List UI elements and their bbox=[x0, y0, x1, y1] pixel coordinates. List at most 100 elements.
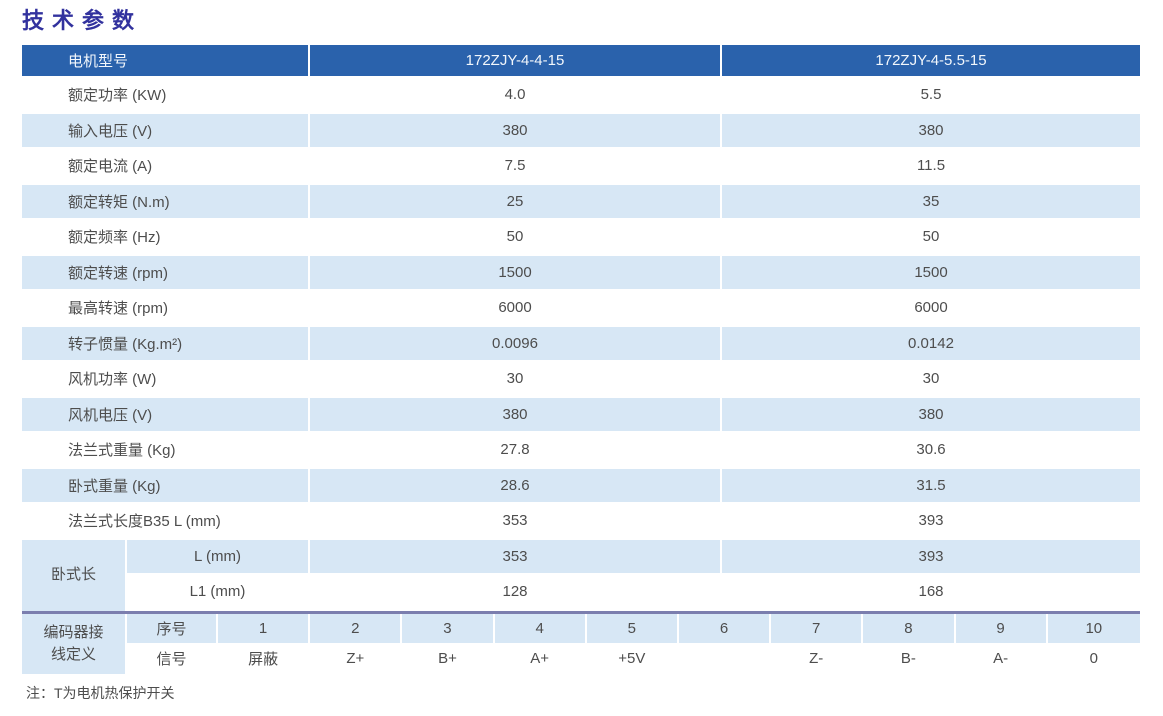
row-label: 最高转速 (rpm) bbox=[22, 291, 310, 325]
row-value-model1: 28.6 bbox=[310, 468, 722, 502]
row-value-model2: 31.5 bbox=[722, 468, 1140, 502]
pin-number-cell: 9 bbox=[955, 613, 1048, 643]
signal-cell: Z+ bbox=[310, 644, 403, 672]
signal-row-label: 信号 bbox=[127, 644, 218, 672]
encoder-group: 编码器接 线定义 序号 1 2 3 4 5 6 7 8 9 10 信号 屏蔽 Z+ B+ A+ +5V Z-… bbox=[22, 613, 1140, 674]
row-value-model2: 50 bbox=[922, 228, 940, 246]
row-value-model1: 0.0096 bbox=[310, 326, 722, 360]
table-row: 风机电压 (V) 380 380 bbox=[22, 397, 1140, 433]
row-value-model2: 380 bbox=[722, 397, 1140, 431]
row-label-L1: L1 (mm) bbox=[127, 575, 310, 609]
row-label: 额定转矩 (N.m) bbox=[22, 184, 310, 218]
table-row: 额定电流 (A) 7.5 11.5 bbox=[22, 149, 1140, 185]
signal-cell: B- bbox=[863, 644, 956, 672]
row-value-model2: 393 bbox=[918, 512, 944, 530]
signal-cell: +5V bbox=[587, 644, 679, 672]
pin-number-cell: 5 bbox=[586, 613, 679, 643]
table-row: 风机功率 (W) 30 30 bbox=[22, 362, 1140, 398]
row-value-model1: 380 bbox=[310, 113, 722, 147]
table-row: 额定转矩 (N.m) 25 35 bbox=[22, 184, 1140, 220]
horizontal-length-rows: L (mm) 353 393 L1 (mm) 128 168 bbox=[127, 539, 1140, 611]
table-row: 额定功率 (KW) 4.0 5.5 bbox=[22, 78, 1140, 114]
row-value-model2: 380 bbox=[722, 113, 1140, 147]
table-row: 额定频率 (Hz) 50 50 bbox=[22, 220, 1140, 256]
row-value-model2: 35 bbox=[722, 184, 1140, 218]
row-value-model2: 5.5 bbox=[920, 86, 942, 104]
group-label-text: 卧式长 bbox=[50, 566, 96, 583]
section-divider bbox=[22, 610, 1140, 614]
header-model-2: 172ZJY-4-5.5-15 bbox=[722, 45, 1140, 76]
table-row: L1 (mm) 128 168 bbox=[127, 575, 1140, 611]
row-value-model1: 50 bbox=[310, 220, 722, 254]
row-label: 风机功率 (W) bbox=[22, 362, 310, 396]
row-value-model1: 6000 bbox=[310, 291, 722, 325]
pin-number-cell: 10 bbox=[1047, 613, 1140, 643]
row-label: 法兰式重量 (Kg) bbox=[22, 433, 310, 467]
row-value-model1: 7.5 bbox=[310, 149, 722, 183]
table-row: 最高转速 (rpm) 6000 6000 bbox=[22, 291, 1140, 327]
signal-cell: Z- bbox=[771, 644, 864, 672]
row-label: 卧式重量 (Kg) bbox=[22, 468, 310, 502]
pin-number-cell: 3 bbox=[402, 613, 495, 643]
signal-cell: B+ bbox=[402, 644, 495, 672]
encoder-pin-row: 序号 1 2 3 4 5 6 7 8 9 10 bbox=[127, 613, 1140, 645]
pin-cells: 1 2 3 4 5 6 7 8 9 10 bbox=[218, 613, 1140, 643]
row-value-model1: 25 bbox=[310, 184, 722, 218]
row-label: 风机电压 (V) bbox=[22, 397, 310, 431]
row-value-model2: 11.5 bbox=[916, 157, 946, 175]
signal-cell bbox=[679, 644, 772, 672]
row-label: 额定转速 (rpm) bbox=[22, 255, 310, 289]
row-value-model1: 27.8 bbox=[310, 433, 722, 467]
page-title: 技术参数 bbox=[22, 8, 143, 33]
group-label-encoder-wiring: 编码器接 线定义 bbox=[22, 613, 127, 674]
row-value-model1: 30 bbox=[310, 362, 722, 396]
table-row: 额定转速 (rpm) 1500 1500 bbox=[22, 255, 1140, 291]
row-label: 额定功率 (KW) bbox=[22, 78, 310, 112]
pin-row-label: 序号 bbox=[127, 613, 218, 643]
row-label: 输入电压 (V) bbox=[22, 113, 310, 147]
encoder-signal-row: 信号 屏蔽 Z+ B+ A+ +5V Z- B- A- 0 bbox=[127, 644, 1140, 674]
row-value-model2: 1500 bbox=[722, 255, 1140, 289]
signal-cell: 0 bbox=[1089, 649, 1098, 667]
table-row: 法兰式长度B35 L (mm) 353 393 bbox=[22, 504, 1140, 540]
encoder-label-line1: 编码器接 bbox=[43, 623, 104, 641]
row-value-model1: 128 bbox=[310, 575, 722, 609]
encoder-rows: 序号 1 2 3 4 5 6 7 8 9 10 信号 屏蔽 Z+ B+ A+ +5V Z- B- A- 0 bbox=[127, 613, 1140, 674]
row-value-model2: 30.6 bbox=[916, 441, 946, 459]
header-model-1: 172ZJY-4-4-15 bbox=[310, 45, 722, 76]
row-value-model2: 30 bbox=[922, 370, 940, 388]
row-value-model1: 353 bbox=[310, 504, 722, 538]
spec-rows: 额定功率 (KW) 4.0 5.5 输入电压 (V) 380 380 额定电流 … bbox=[22, 78, 1140, 540]
row-value-model1: 380 bbox=[310, 397, 722, 431]
row-label: 转子惯量 (Kg.m²) bbox=[22, 326, 310, 360]
row-label: 额定频率 (Hz) bbox=[22, 220, 310, 254]
pin-number-cell: 7 bbox=[771, 613, 864, 643]
table-row: 输入电压 (V) 380 380 bbox=[22, 113, 1140, 149]
pin-number-cell: 8 bbox=[863, 613, 956, 643]
group-label-horizontal-length: 卧式长 bbox=[22, 539, 127, 611]
table-header-row: 电机型号 172ZJY-4-4-15 172ZJY-4-5.5-15 bbox=[22, 45, 1140, 78]
footnote: 注：T为电机热保护开关 bbox=[26, 684, 175, 701]
row-label-L: L (mm) bbox=[127, 539, 310, 573]
horizontal-length-group: 卧式长 L (mm) 353 393 L1 (mm) 128 168 bbox=[22, 539, 1140, 611]
row-value-model1: 1500 bbox=[310, 255, 722, 289]
signal-cell: 屏蔽 bbox=[218, 644, 311, 672]
encoder-label-line2: 线定义 bbox=[50, 645, 96, 663]
row-value-model2: 393 bbox=[722, 539, 1140, 573]
row-label: 额定电流 (A) bbox=[22, 149, 310, 183]
row-value-model2: 6000 bbox=[914, 299, 948, 317]
pin-number-cell: 1 bbox=[218, 613, 311, 643]
row-value-model2: 0.0142 bbox=[722, 326, 1140, 360]
table-row: 卧式重量 (Kg) 28.6 31.5 bbox=[22, 468, 1140, 504]
pin-number-cell: 2 bbox=[310, 613, 403, 643]
row-value-model1: 4.0 bbox=[310, 78, 722, 112]
table-row: 法兰式重量 (Kg) 27.8 30.6 bbox=[22, 433, 1140, 469]
signal-cell: A+ bbox=[495, 644, 587, 672]
row-label: 法兰式长度B35 L (mm) bbox=[22, 504, 310, 538]
header-motor-model-label: 电机型号 bbox=[22, 45, 310, 76]
row-value-model2: 168 bbox=[918, 583, 944, 601]
spec-table: 电机型号 172ZJY-4-4-15 172ZJY-4-5.5-15 额定功率 … bbox=[22, 45, 1140, 674]
table-row: 转子惯量 (Kg.m²) 0.0096 0.0142 bbox=[22, 326, 1140, 362]
row-value-model1: 353 bbox=[310, 539, 722, 573]
